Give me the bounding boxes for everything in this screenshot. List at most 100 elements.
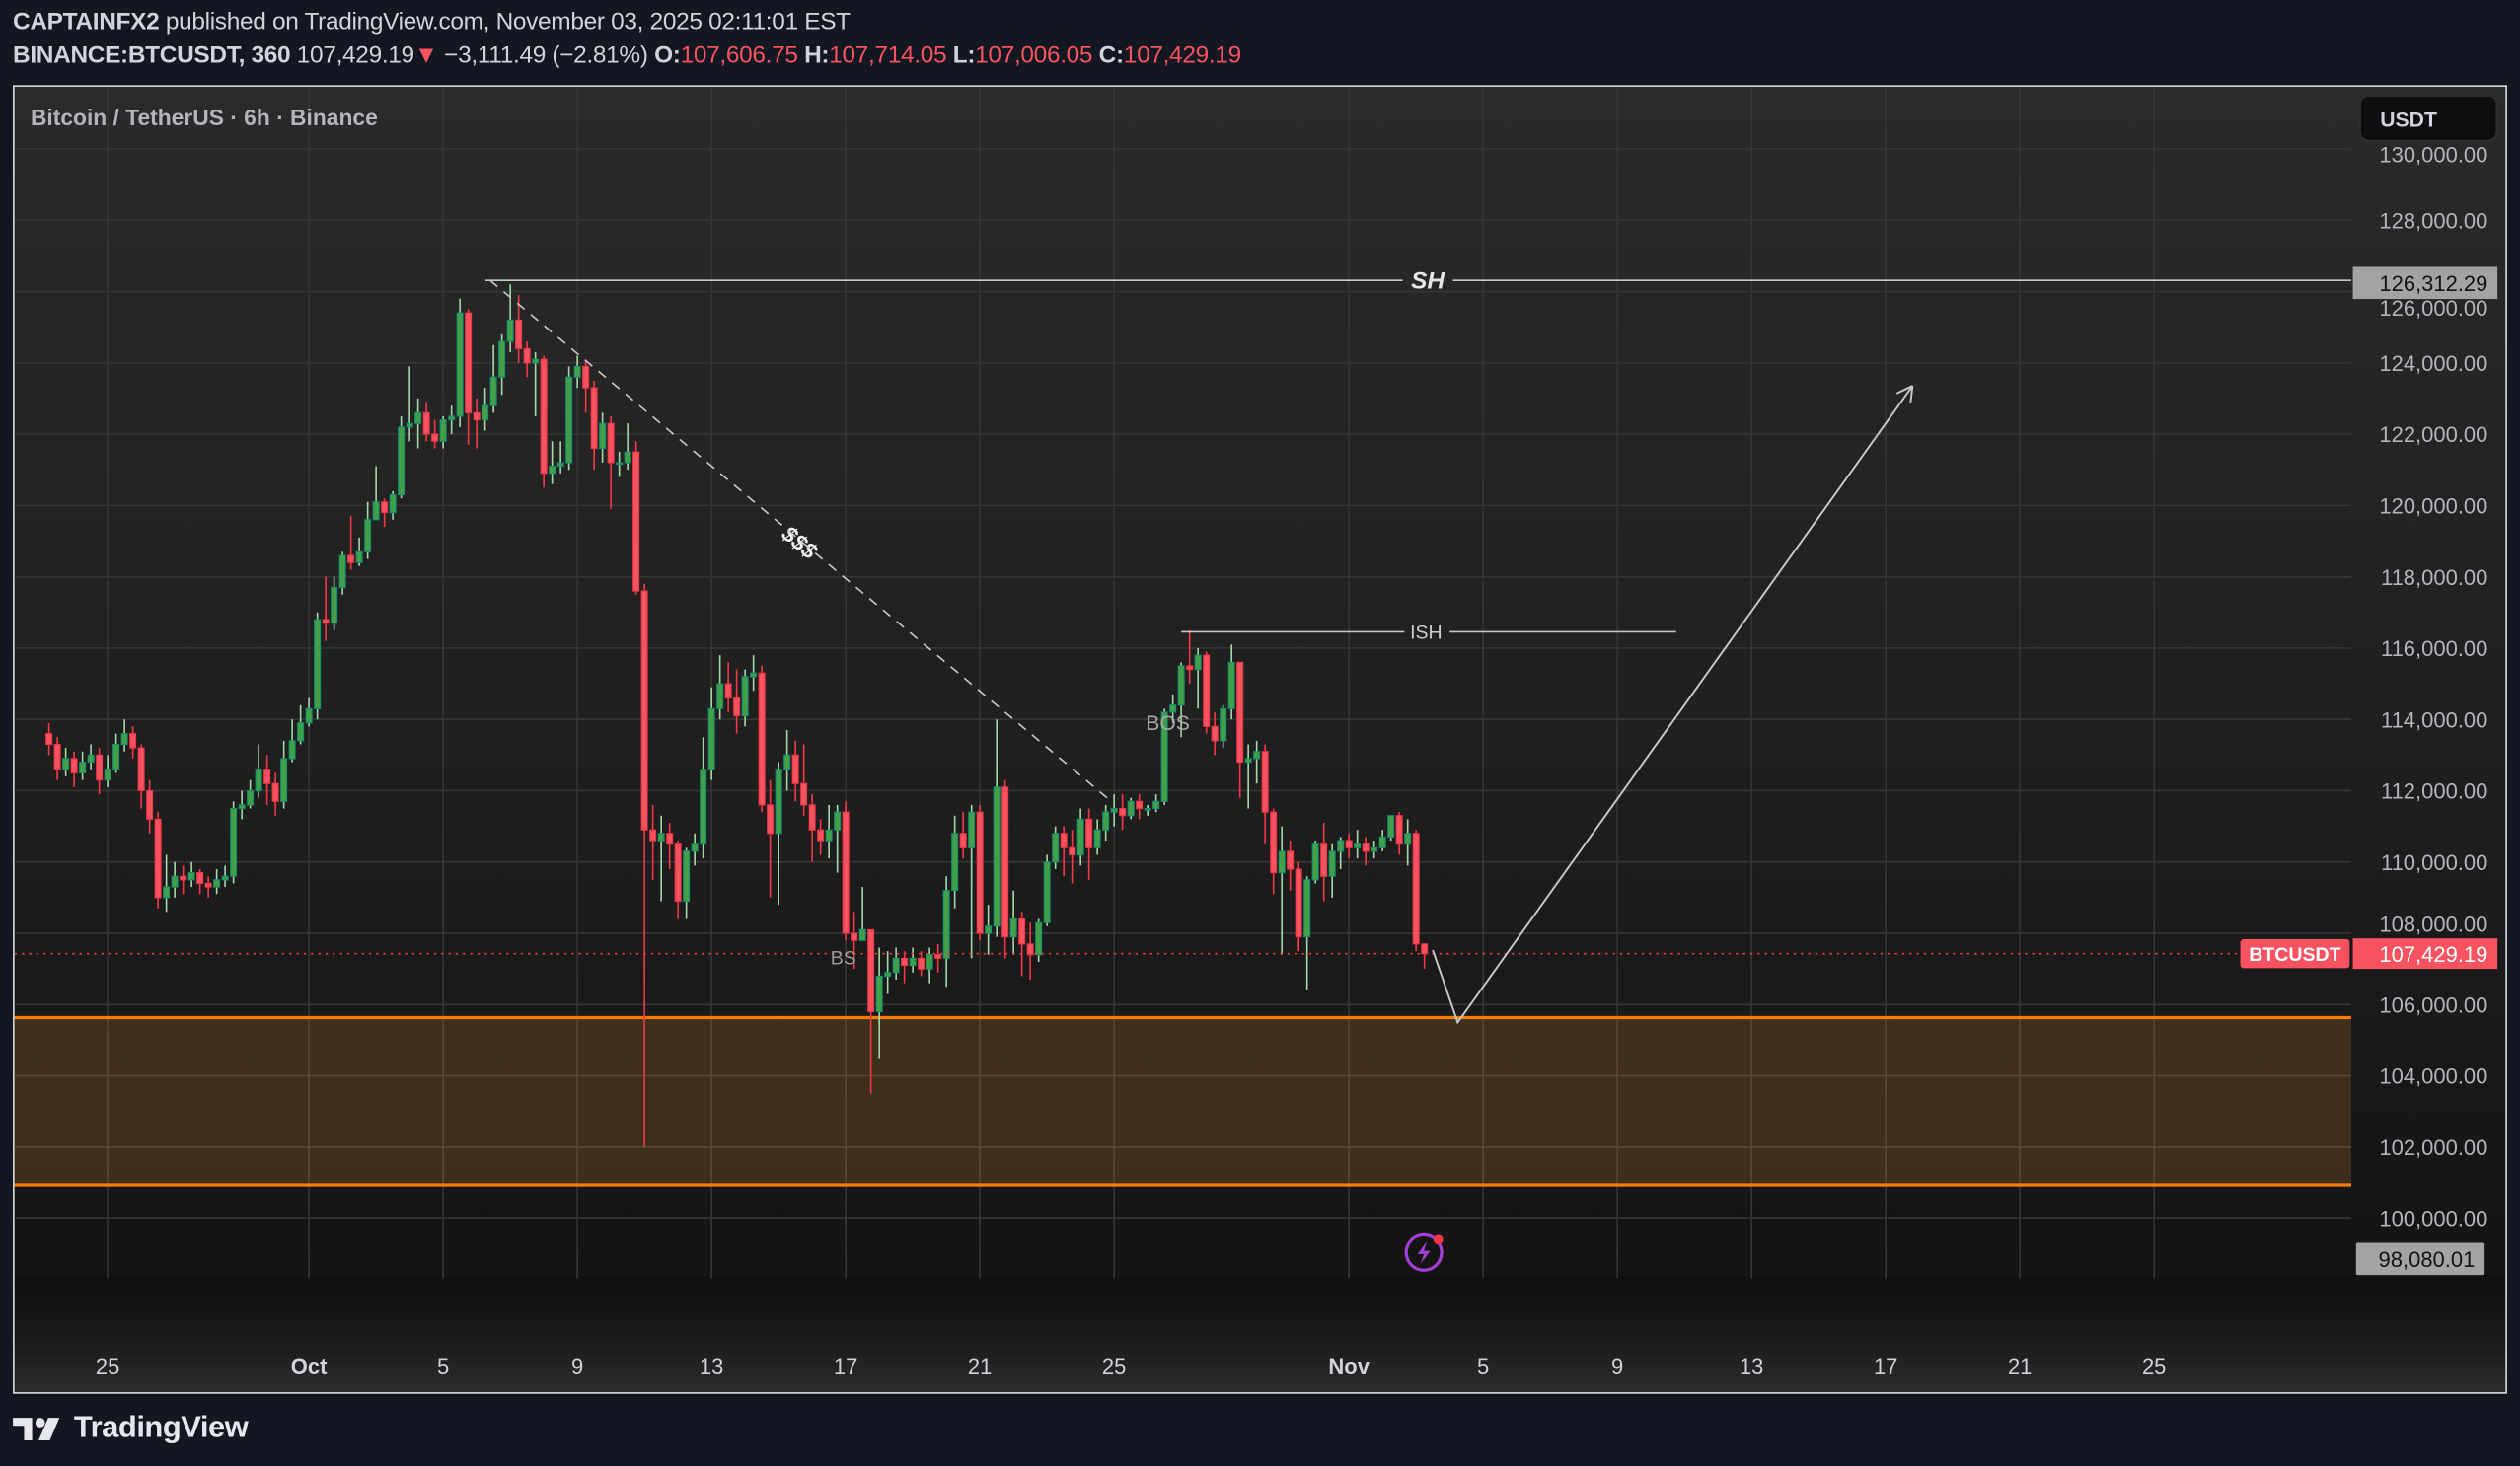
candle-down (934, 943, 942, 973)
symbol-info: BINANCE:BTCUSDT, 360 107,429.19▼ −3,111.… (13, 41, 1241, 69)
close-value: 107,429.19 (1123, 41, 1241, 70)
candle-body (489, 376, 497, 406)
candle-body (1186, 665, 1194, 671)
candle-body (901, 957, 909, 967)
candle-body (985, 925, 993, 934)
candle-body (724, 683, 732, 699)
candle-body (1127, 800, 1135, 817)
price-axis-label: 130,000.00 (2379, 143, 2487, 168)
candle-up (297, 704, 305, 745)
candle-body (1287, 850, 1295, 870)
candle-body (146, 789, 154, 820)
candle-body (918, 957, 926, 970)
candle-body (707, 707, 715, 770)
candle-body (1043, 861, 1051, 923)
candle-body (1236, 661, 1244, 764)
candle-down (666, 822, 674, 869)
candle-down (431, 419, 439, 449)
candle-up (716, 655, 724, 720)
candle-up (1052, 826, 1060, 869)
candle-up (414, 398, 422, 449)
low-price-tag-bg (2355, 1242, 2485, 1276)
candle-body (288, 740, 296, 760)
candle-body (247, 789, 255, 806)
lightning-icon[interactable] (1404, 1232, 1444, 1272)
candle-body (196, 872, 204, 885)
candle-body (791, 754, 799, 784)
candle-up (1278, 826, 1286, 955)
candle-body (842, 811, 850, 934)
price-axis-label: 100,000.00 (2379, 1207, 2487, 1231)
candle-body (372, 501, 380, 521)
ish-label: ISH (1410, 623, 1443, 644)
candle-body (96, 754, 104, 781)
time-axis[interactable]: 25 Oct 5 9 13 17 21 25 Nov 5 9 13 17 21 25 (96, 1355, 2167, 1379)
price-axis-label: 122,000.00 (2379, 422, 2487, 447)
tradingview-logo-icon (13, 1418, 60, 1440)
price-axis-label: 108,000.00 (2379, 913, 2487, 937)
candle-down (1395, 812, 1403, 855)
candle-up (875, 947, 883, 1059)
candle-up (691, 833, 699, 866)
candle-body (1404, 833, 1412, 845)
liquidity-trendline (489, 279, 1109, 800)
candle-body (414, 411, 422, 424)
candle-body (666, 833, 674, 845)
chart-panel[interactable] (13, 85, 2507, 1394)
candle-body (154, 818, 162, 899)
candle-body (204, 882, 212, 888)
candle-up (1220, 704, 1227, 749)
price-axis-label: 120,000.00 (2379, 493, 2487, 518)
candle-body (305, 707, 313, 724)
price-axis-label: 114,000.00 (2381, 707, 2487, 732)
demand-zone[interactable] (14, 1015, 2351, 1187)
candle-up (1110, 794, 1118, 827)
candle-body (263, 769, 271, 784)
candle-up (288, 719, 296, 763)
candle-body (347, 554, 355, 563)
candle-up (834, 804, 842, 873)
candle-down (96, 748, 104, 795)
price-axis-label: 102,000.00 (2379, 1136, 2487, 1160)
candle-down (767, 779, 775, 898)
currency-button[interactable]: USDT (2359, 95, 2498, 142)
author-name[interactable]: CAPTAINFX2 (13, 8, 160, 36)
candle-up (506, 284, 514, 352)
candle-up (573, 355, 581, 389)
candle-up (1387, 815, 1395, 842)
open-label: O: (654, 41, 681, 70)
candle-body (1421, 943, 1429, 955)
tradingview-logo[interactable]: TradingView (13, 1412, 249, 1447)
candle-body (1371, 846, 1378, 852)
candle-up (247, 779, 255, 809)
candle-up (406, 366, 413, 442)
candle-up (1152, 794, 1160, 813)
price-axis[interactable]: 100,000.00 102,000.00 104,000.00 106,000.00… (2379, 143, 2487, 1232)
candle-body (691, 843, 699, 852)
candle-up (951, 815, 959, 909)
candle-body (238, 804, 246, 810)
candle-body (62, 758, 70, 770)
candle-body (1253, 751, 1261, 760)
time-axis-label: 5 (1477, 1355, 1489, 1379)
candle-body (549, 466, 556, 475)
candle-body (187, 872, 195, 881)
drawings[interactable]: SH ISH $$$ BOS BS (484, 267, 2351, 1025)
candle-up (1043, 854, 1051, 926)
time-axis-label: Nov (1328, 1355, 1370, 1379)
candle-body (1035, 921, 1043, 956)
candle-down (473, 398, 481, 449)
last-price: 107,429.19 (296, 41, 414, 70)
candle-body (599, 422, 607, 450)
candle-down (515, 295, 523, 363)
candle-body (1227, 661, 1235, 709)
candle-body (909, 957, 917, 967)
close-label: C: (1098, 41, 1124, 70)
candle-up (968, 804, 976, 959)
candle-up (62, 748, 70, 777)
candle-down (271, 772, 279, 816)
candle-up (825, 804, 833, 859)
price-axis-label: 110,000.00 (2381, 850, 2487, 875)
candle-down (1295, 861, 1302, 952)
